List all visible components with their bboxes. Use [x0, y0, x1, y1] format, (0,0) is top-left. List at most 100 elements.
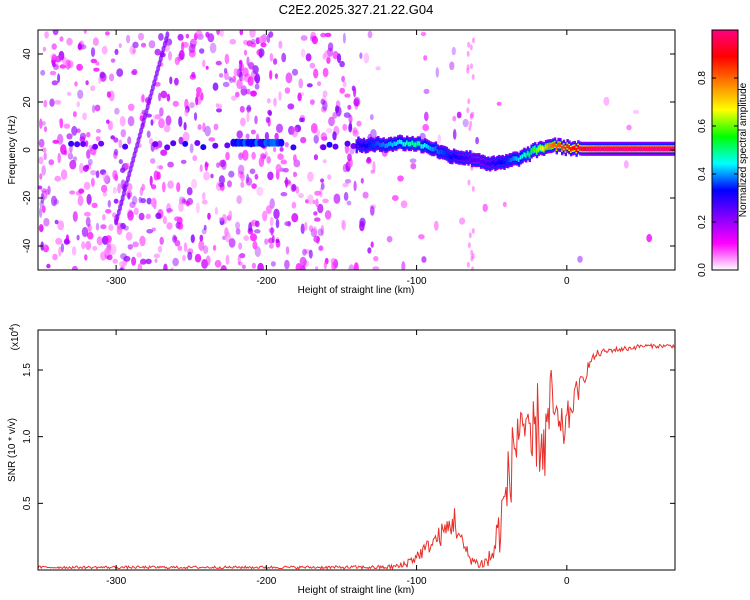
spectrogram-noise-cell: [240, 76, 245, 82]
spectrogram-signal-cell: [469, 154, 472, 160]
spectrogram-signal-cell: [433, 147, 436, 152]
spectrogram-signal-trace: [355, 134, 675, 172]
spectrogram-noise-cell: [58, 118, 64, 124]
spectrogram-noise-cell: [239, 105, 245, 113]
spectrogram-noise-cell: [127, 103, 135, 112]
spectrogram-signal-cell: [609, 146, 613, 151]
spectrogram-noise-cell: [43, 243, 47, 249]
spectrogram-noise-cell: [95, 170, 100, 179]
spectrogram-noise-cell: [228, 238, 236, 248]
spectrogram-noise-cell: [349, 120, 352, 131]
spectrogram-noise-cell: [43, 217, 50, 227]
spectrogram-signal-cell: [525, 153, 528, 158]
spectrogram-noise-cell: [467, 179, 471, 186]
spectrogram-noise-cell: [284, 87, 291, 94]
spectrogram-noise-cell: [77, 43, 82, 50]
spectrogram-noise-cell: [231, 95, 237, 101]
spectrogram-signal-cell: [456, 155, 459, 160]
spectrogram-noise-cell: [373, 256, 379, 262]
spectrogram-noise-cell: [77, 195, 84, 207]
spectrogram-noise-cell: [203, 224, 207, 231]
spectrogram-noise-cell: [278, 91, 282, 102]
spectrogram-band-cell: [68, 140, 75, 147]
spectrogram-noise-cell: [467, 98, 471, 105]
spectrogram-noise-cell: [316, 236, 320, 245]
spectrogram-noise-cell: [228, 210, 233, 219]
spectrogram-signal-cell: [645, 146, 649, 151]
spectrogram-noise-cell: [251, 262, 256, 269]
spectrogram-noise-cell: [356, 120, 362, 127]
spectrogram-noise-cell: [160, 149, 168, 156]
spectrogram-noise-cell: [210, 173, 214, 179]
spectrogram-noise-cell: [295, 263, 302, 270]
spectrogram-noise-cell: [310, 228, 318, 238]
spectrogram-noise-cell: [299, 117, 304, 123]
spectrogram-signal-cell: [588, 146, 591, 151]
spectrogram-noise-cell: [95, 136, 101, 142]
spectrogram-signal-cell: [638, 146, 641, 151]
spectrogram-noise-cell: [347, 104, 352, 110]
spectrogram-noise-cell: [156, 171, 161, 180]
chart-title: C2E2.2025.327.21.22.G04: [279, 2, 434, 17]
spectrogram-noise-cell: [90, 58, 98, 64]
spectrogram-noise-cell: [342, 32, 346, 44]
spectrogram-signal-cell: [600, 146, 604, 151]
spectrogram-noise-cell: [85, 240, 92, 251]
spectrogram-noise-cell: [212, 82, 219, 91]
spectrogram-noise-cell: [38, 156, 44, 165]
spectrogram-noise-cell: [326, 56, 331, 64]
x-tick-label: -300: [106, 576, 126, 587]
spectrogram-noise-cell: [173, 236, 178, 241]
spectrogram-noise-cell: [279, 147, 284, 152]
spectrogram-noise-cell: [151, 227, 156, 232]
spectrogram-noise-cell: [138, 212, 145, 221]
spectrogram-noise-cell: [298, 193, 304, 199]
spectrogram-noise-cell: [626, 124, 632, 131]
spectrogram-signal-cell: [413, 142, 416, 147]
spectrogram-signal-cell: [598, 146, 602, 151]
spectrogram-noise-cell: [177, 245, 183, 251]
spectrogram-noise-cell: [312, 199, 317, 205]
spectrogram-noise-cell: [254, 173, 259, 180]
spectrogram-noise-cell: [258, 35, 266, 44]
spectrogram-noise-cell: [271, 235, 275, 244]
spectrogram-noise-cell: [248, 62, 255, 70]
spectrogram-noise-cell: [118, 43, 122, 48]
spectrogram-signal-cell: [377, 140, 380, 146]
spectrogram-noise-cell: [38, 224, 44, 233]
spectrogram-noise-cell: [327, 174, 332, 180]
spectrogram-noise-cell: [325, 128, 333, 134]
spectrogram-signal-cell: [382, 142, 385, 147]
spectrogram-noise-cell: [248, 222, 253, 233]
spectrogram-noise-cell: [58, 50, 65, 61]
spectrogram-noise-cell: [421, 256, 427, 263]
spectrogram-noise-cell: [108, 224, 114, 231]
spectrogram-noise-cell: [120, 129, 127, 138]
spectrogram-noise-cell: [158, 33, 164, 41]
spectrogram-noise-cell: [235, 221, 241, 230]
spectrogram-noise-cell: [409, 158, 417, 163]
colorbar-tick-label: 0.6: [697, 119, 708, 133]
spectrogram-signal-cell: [362, 142, 366, 147]
x-tick-label: -200: [256, 576, 276, 587]
spectrogram-noise-cell: [250, 233, 257, 242]
spectrogram-signal-cell: [465, 155, 468, 160]
spectrogram-noise-cell: [205, 255, 211, 266]
spectrogram-noise-cell: [127, 244, 133, 250]
spectrogram-noise-cell: [92, 37, 99, 46]
spectrogram-noise-cell: [99, 71, 106, 79]
spectrogram-noise-cell: [367, 30, 373, 39]
spectrogram-noise-cell: [270, 261, 276, 267]
spectrogram-noise-cell: [63, 123, 71, 129]
spectrogram-band-cell: [194, 140, 201, 146]
spectrogram-noise-cell: [63, 238, 70, 245]
spectrogram-noise-cell: [92, 245, 98, 251]
spectrogram-noise-cell: [167, 161, 174, 168]
spectrogram-noise-cell: [313, 154, 318, 161]
spectrogram-signal-cell: [579, 146, 582, 151]
spectrogram-noise-cell: [267, 171, 274, 181]
spectrogram-noise-cell: [238, 261, 243, 266]
spectrogram-noise-cell: [166, 222, 173, 230]
spectrogram-noise-cell: [47, 185, 51, 195]
spectrogram-signal-cell: [420, 144, 423, 149]
